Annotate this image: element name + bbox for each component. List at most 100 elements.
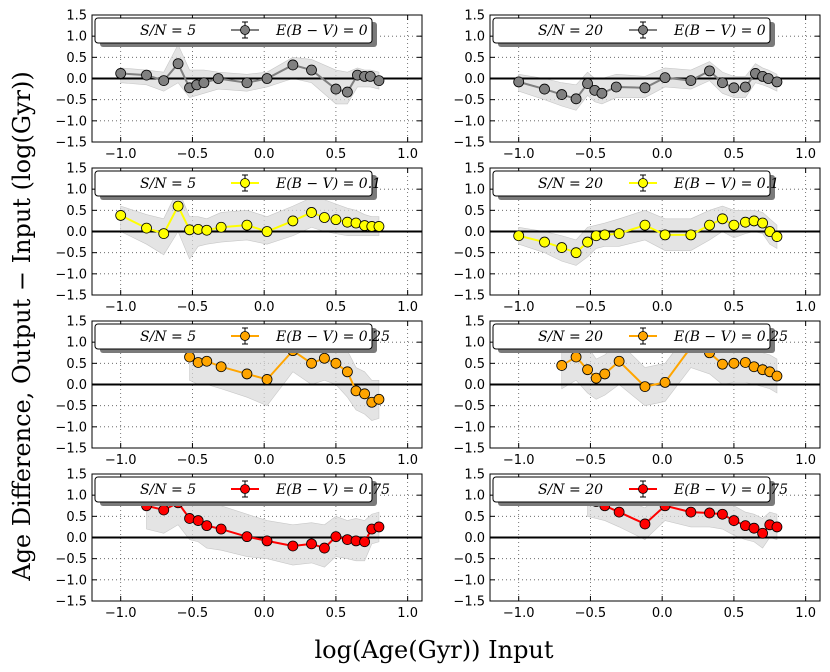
y-axis-label: Age Difference, Output − Input (log(Gyr)… <box>8 71 36 582</box>
plot-area <box>490 205 820 266</box>
data-point <box>659 376 671 388</box>
legend-sn-label: S/N = 20 <box>538 23 603 39</box>
legend-ebv-label: E(B − V) = 0 <box>275 23 368 39</box>
data-point <box>513 76 525 88</box>
x-tick-label: 1.0 <box>795 453 816 468</box>
x-tick-label: 1.0 <box>397 453 418 468</box>
data-point <box>359 536 371 548</box>
panel-row3-right: −1.0 −0.5 0.0 0.5 1.0 1.5 1.0 0.5 0.0 −0.5 −1.0 −1.… <box>453 315 821 468</box>
x-tick-label: 0.5 <box>326 147 347 162</box>
legend-marker <box>240 25 250 35</box>
data-point <box>319 542 330 554</box>
data-point <box>717 213 728 225</box>
data-point <box>539 236 550 248</box>
y-tick-label: 0.0 <box>464 531 485 546</box>
data-point <box>261 535 273 547</box>
data-point <box>685 229 697 241</box>
data-point <box>613 228 625 240</box>
data-point <box>570 247 582 259</box>
legend-sn-label: S/N = 5 <box>140 329 196 345</box>
x-tick-label: 0.0 <box>254 453 275 468</box>
data-point <box>704 65 715 77</box>
data-point <box>241 219 253 231</box>
y-tick-label: 0.0 <box>66 378 87 393</box>
data-point <box>717 358 728 370</box>
x-tick-label: 0.5 <box>326 300 347 315</box>
legend-sn-label: S/N = 20 <box>538 482 603 498</box>
data-point <box>330 357 342 369</box>
y-tick-label: −0.5 <box>453 93 485 108</box>
data-point <box>582 78 593 89</box>
data-point <box>158 228 170 240</box>
data-point <box>570 93 582 105</box>
data-point <box>771 231 783 242</box>
data-point <box>373 393 385 405</box>
data-point <box>513 230 525 242</box>
x-tick-label: 0.5 <box>724 147 745 162</box>
x-tick-label: 0.0 <box>652 147 673 162</box>
y-tick-label: −1.5 <box>453 289 485 304</box>
data-point <box>717 508 728 520</box>
y-tick-label: 0.0 <box>464 378 485 393</box>
y-tick-label: −1.0 <box>55 267 87 282</box>
x-tick-label: 0.5 <box>326 606 347 621</box>
x-tick-label: 0.0 <box>652 453 673 468</box>
data-point <box>556 360 568 371</box>
y-tick-label: −1.0 <box>55 420 87 435</box>
y-tick-label: −1.0 <box>453 267 485 282</box>
y-tick-label: −1.5 <box>453 136 485 151</box>
data-point <box>704 507 715 519</box>
data-point <box>215 221 227 233</box>
y-tick-label: −1.5 <box>453 442 485 457</box>
legend-marker <box>638 331 648 341</box>
data-point <box>757 527 769 539</box>
y-tick-label: 1.5 <box>464 468 485 483</box>
data-point <box>201 520 213 532</box>
y-tick-label: −1.0 <box>453 573 485 588</box>
y-tick-label: 1.0 <box>464 336 485 351</box>
data-point <box>141 69 152 81</box>
panel-row3-left: −1.0 −0.5 0.0 0.5 1.0 1.5 1.0 0.5 0.0 −0.5 −1.0 −1.… <box>55 315 423 468</box>
y-tick-label: −1.0 <box>55 114 87 129</box>
legend-sn-label: S/N = 20 <box>538 176 603 192</box>
x-axis-label: log(Age(Gyr)) Input <box>314 636 553 664</box>
y-tick-label: 1.0 <box>464 30 485 45</box>
data-point <box>685 506 697 518</box>
uncertainty-band <box>120 43 380 105</box>
y-tick-label: 0.5 <box>464 510 485 525</box>
data-point <box>728 82 740 94</box>
x-tick-label: −0.5 <box>575 453 607 468</box>
x-tick-label: 1.0 <box>795 147 816 162</box>
data-point <box>319 212 330 223</box>
y-tick-label: −1.0 <box>55 573 87 588</box>
y-tick-label: −0.5 <box>453 246 485 261</box>
data-point <box>599 368 611 380</box>
y-tick-label: 1.0 <box>66 336 87 351</box>
y-tick-label: 1.5 <box>66 162 87 177</box>
x-tick-label: 0.5 <box>724 606 745 621</box>
data-point <box>306 64 317 76</box>
y-tick-label: 0.0 <box>464 72 485 87</box>
data-point <box>287 215 299 227</box>
legend-sn-label: S/N = 5 <box>140 482 196 498</box>
data-point <box>739 357 751 368</box>
plot-area <box>92 43 422 105</box>
data-point <box>659 72 671 84</box>
y-tick-label: −0.5 <box>453 399 485 414</box>
data-point <box>659 229 671 241</box>
panel-row1-left: −1.0 −0.5 0.0 0.5 1.0 1.5 1.0 0.5 0.0 −0.5 −1.0 −1.… <box>55 9 423 162</box>
legend-sn-label: S/N = 20 <box>538 329 603 345</box>
panel-row4-right: −1.0 −0.5 0.0 0.5 1.0 1.5 1.0 0.5 0.0 −0.5 −1.0 −1.… <box>453 468 821 621</box>
data-point <box>748 522 760 534</box>
y-tick-label: 1.5 <box>464 162 485 177</box>
data-point <box>330 83 342 95</box>
data-point <box>771 76 783 88</box>
x-tick-label: 1.0 <box>397 300 418 315</box>
y-tick-label: 0.0 <box>66 225 87 240</box>
data-point <box>241 531 253 543</box>
data-point <box>241 368 253 380</box>
data-point <box>582 364 593 376</box>
data-point <box>610 81 622 93</box>
legend-marker <box>240 484 250 494</box>
